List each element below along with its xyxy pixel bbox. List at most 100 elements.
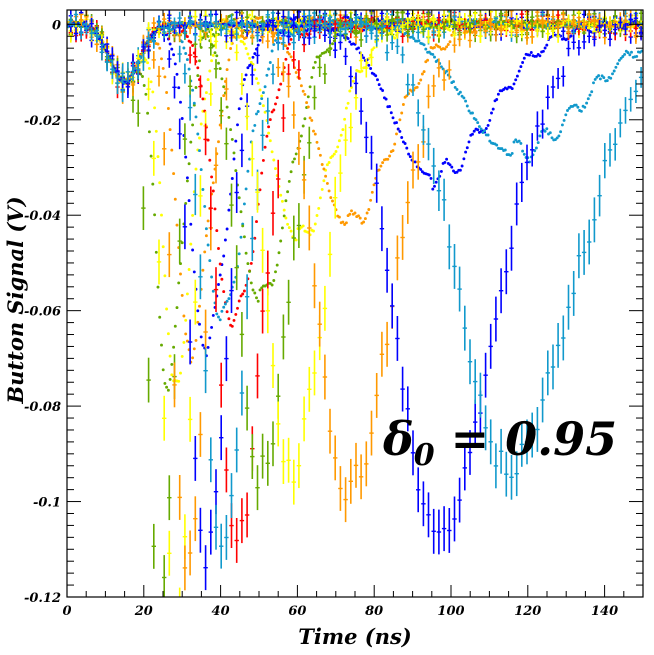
data-point <box>191 123 195 127</box>
data-point <box>236 306 239 310</box>
data-point <box>187 67 191 71</box>
data-point <box>191 356 195 360</box>
data-point <box>215 54 219 58</box>
data-point <box>294 71 298 74</box>
data-point <box>227 317 231 321</box>
data-point <box>222 254 226 258</box>
data-point <box>274 102 277 106</box>
data-point <box>579 109 583 113</box>
data-point <box>256 43 260 47</box>
data-point <box>166 332 170 336</box>
data-point <box>465 146 469 150</box>
data-point <box>377 168 381 172</box>
data-point <box>173 324 177 328</box>
data-point <box>241 224 245 228</box>
data-point <box>248 56 252 60</box>
data-point <box>225 310 229 314</box>
data-point <box>346 101 350 105</box>
data-point <box>180 241 184 245</box>
data-point <box>201 343 205 347</box>
data-point <box>268 139 272 143</box>
data-point <box>177 281 181 285</box>
data-point <box>598 77 602 81</box>
data-point <box>538 54 542 58</box>
data-point <box>225 299 229 303</box>
data-point <box>182 340 186 344</box>
data-point <box>149 80 153 84</box>
data-point <box>206 345 210 349</box>
data-point <box>424 20 428 24</box>
data-point <box>237 252 241 256</box>
data-point <box>175 223 179 227</box>
data-point <box>161 66 165 70</box>
data-point <box>472 129 476 133</box>
data-point <box>583 105 587 109</box>
data-point <box>248 269 252 273</box>
data-point <box>227 297 231 301</box>
data-point <box>191 88 195 92</box>
data-point <box>443 160 447 164</box>
data-point <box>284 199 288 203</box>
data-point <box>151 182 155 186</box>
data-point <box>237 35 241 39</box>
data-point <box>244 73 248 77</box>
data-point <box>543 129 547 133</box>
data-point <box>218 262 222 266</box>
data-point <box>260 171 264 175</box>
data-point <box>287 42 291 46</box>
data-point <box>358 216 362 220</box>
data-point <box>182 46 186 50</box>
data-point <box>567 106 571 110</box>
data-point <box>415 85 419 89</box>
data-point <box>142 84 146 87</box>
data-point <box>305 101 309 105</box>
data-point <box>168 354 172 358</box>
data-point <box>393 142 397 146</box>
data-point <box>286 190 290 194</box>
data-point <box>569 34 573 38</box>
data-point <box>191 248 195 252</box>
data-point <box>424 47 428 51</box>
data-point <box>389 111 393 115</box>
data-point <box>325 163 329 167</box>
data-point <box>210 325 214 329</box>
data-point <box>196 132 200 136</box>
data-point <box>203 204 207 208</box>
data-point <box>445 157 449 161</box>
data-point <box>272 279 276 282</box>
data-point <box>318 196 322 200</box>
data-point <box>272 108 276 112</box>
data-point <box>597 74 601 78</box>
data-point <box>234 139 238 143</box>
data-point <box>199 335 203 339</box>
data-point <box>403 142 407 145</box>
data-point <box>313 60 317 64</box>
data-point <box>419 167 423 171</box>
data-point <box>287 226 291 230</box>
data-point <box>521 61 525 64</box>
data-point <box>215 229 219 233</box>
data-point <box>343 223 347 226</box>
data-point <box>198 149 201 153</box>
data-point <box>510 151 514 155</box>
data-point <box>208 336 212 340</box>
data-point <box>225 227 229 231</box>
data-point <box>348 40 352 44</box>
data-point <box>172 345 176 349</box>
data-point <box>310 75 314 79</box>
data-point <box>258 88 262 92</box>
data-point <box>242 289 246 293</box>
data-point <box>284 21 288 25</box>
data-point <box>223 238 227 242</box>
data-point <box>446 43 450 46</box>
data-point <box>154 250 158 254</box>
data-point <box>372 46 376 50</box>
data-point <box>249 261 253 265</box>
data-point <box>395 121 398 125</box>
data-point <box>258 288 262 292</box>
data-point <box>512 26 516 30</box>
data-point <box>204 91 208 95</box>
data-point <box>189 140 193 144</box>
data-point <box>196 309 200 313</box>
data-point <box>427 22 431 26</box>
